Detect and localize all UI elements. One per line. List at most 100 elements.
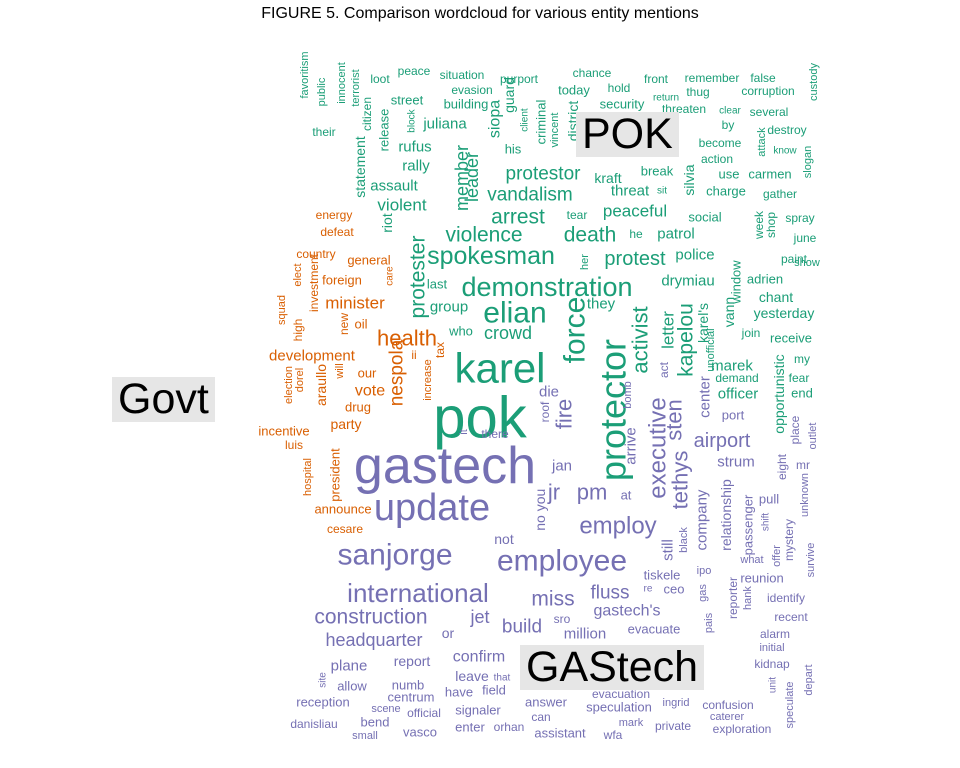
word-govt-our: our [358,366,377,381]
word-pok-threat: threat [611,183,650,200]
word-gastech-sten: sten [662,399,687,441]
word-pok-kraft: kraft [594,170,621,186]
word-pok-sit: sit [657,186,667,197]
word-gastech-evacuation: evacuation [592,687,650,701]
word-gastech-unknown: unknown [799,473,811,517]
word-pok-member: member [452,145,472,211]
word-govt-increase: increase [422,359,434,401]
word-gastech-sanjorge: sanjorge [337,539,452,572]
word-gastech-that: that [494,673,511,684]
word-gastech-ceo: ceo [664,582,685,597]
word-pok-karels: karel's [695,303,711,343]
word-pok-protest: protest [604,248,666,270]
word-pok-remember: remember [685,71,740,85]
word-pok-police: police [675,247,714,264]
word-pok-gather: gather [763,187,797,201]
word-pok-destroy: destroy [767,123,806,137]
word-gastech-jet: jet [469,607,489,627]
word-gastech-center: center [697,376,714,418]
word-gastech-assistant: assistant [534,726,586,741]
word-gastech-confusion: confusion [702,698,753,712]
word-pok-her: her [579,254,591,270]
word-gastech-mystery: mystery [782,519,796,561]
word-pok-spray: spray [785,211,814,225]
word-pok-street: street [391,93,424,108]
word-gastech-caterer: caterer [710,711,745,723]
word-pok-unofficial: unofficial [705,328,717,371]
word-gastech-company: company [694,489,711,550]
word-pok-vincent: vincent [549,113,561,148]
word-pok-opportunistic: opportunistic [771,354,787,433]
word-pok-show: show [794,257,820,269]
word-govt-ii: ii [411,348,416,362]
word-gastech-jan: jan [551,458,572,475]
word-gastech-update: update [374,487,490,529]
word-gastech-pais: pais [703,612,715,633]
word-gastech-vasco: vasco [403,725,437,740]
word-pok-protester: protester [407,236,430,319]
word-gastech-confirm: confirm [453,649,505,666]
word-pok-favoritism: favoritism [299,51,311,98]
word-gastech-scene: scene [371,703,400,715]
word-pok-adrien: adrien [747,272,783,287]
word-gastech-ipo: ipo [697,565,712,577]
word-pok-assault: assault [370,178,418,195]
word-gastech-headquarter: headquarter [325,630,422,650]
word-govt-investment: investment [307,253,321,312]
word-pok-security: security [600,97,645,112]
word-gastech-offer: offer [771,545,783,567]
word-pok-innocent: innocent [336,62,348,104]
word-govt-tax: tax [433,342,447,358]
word-gastech-employ: employ [579,513,656,540]
word-gastech-miss: miss [531,588,574,611]
word-pok-he: he [629,227,643,241]
word-gastech-executive: executive [645,397,672,498]
word-pok-carmen: carmen [748,167,791,182]
word-gastech-relationship: relationship [718,479,734,551]
word-pok-my: my [794,352,810,366]
word-govt-araullo: araullo [313,364,329,406]
word-govt-announce: announce [314,502,371,517]
word-gastech-still: still [660,539,677,561]
word-pok-his: his [505,142,522,157]
word-gastech-unit: unit [768,677,779,693]
word-gastech-orhan: orhan [494,720,525,734]
word-pok-action: action [701,152,733,166]
word-pok-chance: chance [573,66,612,80]
word-gastech-fire: fire [552,399,577,430]
word-pok-drymiau: drymiau [661,273,714,290]
word-govt-general: general [347,253,390,268]
group-label-gastech: GAStech [520,645,705,690]
word-pok-building: building [444,97,489,112]
word-govt-drug: drug [345,400,371,415]
word-gastech-small: small [352,730,378,742]
word-pok-june: june [793,231,817,245]
word-gastech-arrive: arrive [623,427,640,465]
word-govt-nespola: nespola [387,339,408,406]
word-pok-purport: purport [500,72,539,86]
word-govt-cesare: cesare [327,522,363,536]
word-gastech-wfa: wfa [603,728,623,742]
word-gastech-act: act [657,361,671,378]
word-gastech-at: at [621,488,632,503]
group-label-pok: POK [576,112,679,157]
word-pok-thug: thug [686,85,709,99]
word-gastech-private: private [655,719,691,733]
word-gastech-bend: bend [361,715,390,730]
word-gastech-can: can [531,710,550,724]
word-gastech-what: what [739,554,763,566]
word-pok-citizen: citizen [360,97,374,131]
word-pok-elian: elian [483,297,546,330]
word-pok-receive: receive [770,331,812,346]
word-pok-terrorist: terrorist [350,69,362,106]
word-pok-fear: fear [789,371,810,385]
word-pok-clear: clear [719,106,741,117]
word-pok-they: they [587,296,616,313]
word-pok-their: their [312,125,335,139]
word-gastech-place: place [788,415,802,444]
word-pok-crowd: crowd [484,323,532,343]
word-pok-marek: marek [711,358,753,375]
word-pok-vandalism: vandalism [487,185,573,206]
word-pok-tear: tear [567,208,588,222]
word-pok-letter: letter [659,311,678,349]
